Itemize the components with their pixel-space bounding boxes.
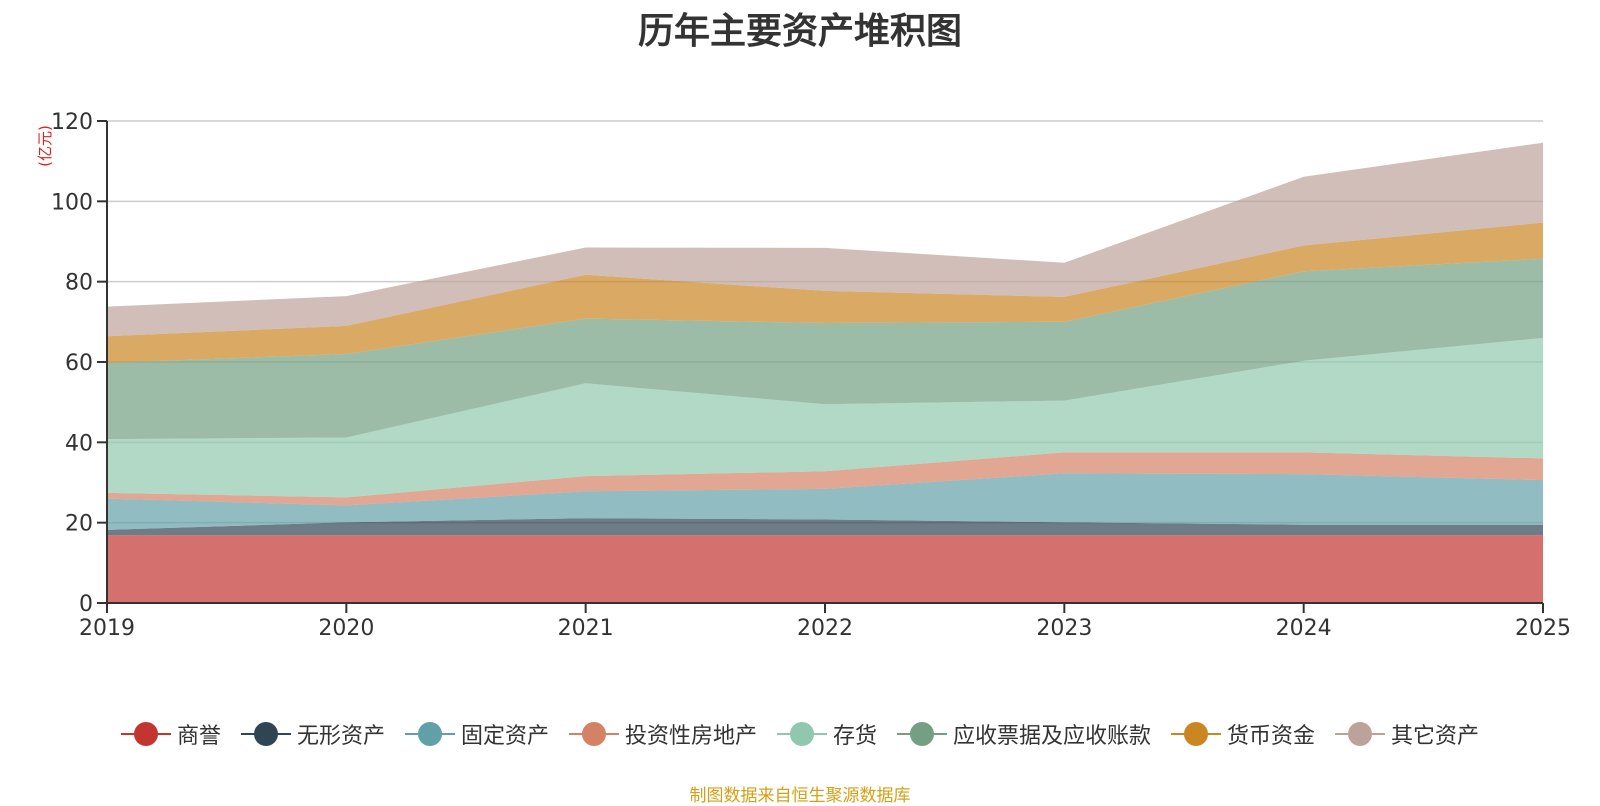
x-tick-label-2022: 2022 — [797, 616, 853, 641]
legend-item-4[interactable]: 存货 — [777, 718, 877, 750]
area-series-group — [107, 142, 1543, 603]
y-tick-label-100: 100 — [51, 190, 93, 215]
legend-marker-dot — [1184, 722, 1209, 746]
legend-item-3[interactable]: 投资性房地产 — [568, 718, 757, 750]
legend-marker-dot — [790, 722, 814, 746]
legend-item-2[interactable]: 固定资产 — [404, 718, 549, 750]
area-series-7 — [107, 142, 1543, 337]
legend-item-1[interactable]: 无形资产 — [240, 718, 385, 750]
x-tick-label-2021: 2021 — [558, 616, 614, 641]
legend: 商誉 无形资产 固定资产 投资性房地产 存货 应收票据及应收账款 货币资金 其它资产 — [0, 718, 1600, 750]
legend-marker-icon — [568, 722, 619, 746]
area-series-6 — [107, 222, 1543, 363]
legend-item-5[interactable]: 应收票据及应收账款 — [897, 718, 1151, 750]
legend-marker-icon — [777, 722, 827, 746]
legend-marker-icon — [1335, 722, 1386, 746]
source-note: 制图数据来自恒生聚源数据库 — [689, 786, 911, 806]
area-series-5 — [107, 258, 1543, 440]
legend-marker-dot — [253, 722, 278, 746]
legend-marker-icon — [897, 722, 948, 746]
area-series-2 — [107, 473, 1543, 530]
y-tick-label-20: 20 — [65, 512, 93, 537]
legend-label: 存货 — [833, 724, 878, 749]
x-tick-label-2019: 2019 — [79, 616, 135, 641]
area-series-4 — [107, 337, 1543, 498]
legend-marker-icon — [1171, 722, 1222, 746]
legend-label: 投资性房地产 — [624, 724, 757, 749]
legend-marker-dot — [581, 722, 606, 746]
legend-label: 应收票据及应收账款 — [953, 724, 1152, 749]
y-tick-label-120: 120 — [51, 110, 93, 135]
area-series-3 — [107, 452, 1543, 506]
y-axis-unit-label: (亿元) — [36, 125, 54, 167]
legend-marker-dot — [133, 722, 158, 746]
legend-label: 货币资金 — [1227, 724, 1316, 749]
legend-item-0[interactable]: 商誉 — [120, 718, 221, 750]
legend-marker-dot — [417, 722, 442, 746]
y-tick-label-80: 80 — [65, 271, 93, 296]
legend-marker-icon — [240, 722, 291, 746]
legend-marker-dot — [1348, 722, 1373, 746]
legend-label: 固定资产 — [460, 724, 549, 749]
legend-label: 无形资产 — [296, 724, 385, 749]
legend-item-7[interactable]: 其它资产 — [1335, 718, 1479, 750]
legend-marker-icon — [120, 722, 171, 746]
y-tick-label-0: 0 — [79, 592, 93, 617]
y-tick-label-60: 60 — [65, 351, 93, 376]
y-tick-label-40: 40 — [65, 431, 93, 456]
legend-marker-icon — [404, 722, 455, 746]
x-tick-label-2025: 2025 — [1515, 616, 1571, 641]
area-series-0 — [107, 535, 1543, 603]
axes: 0 20 40 60 80 100 120 2019 2020 2021 2022 2023 2024 2… — [51, 110, 1571, 641]
chart-title: 历年主要资产堆积图 — [637, 11, 962, 52]
legend-label: 商誉 — [176, 724, 221, 749]
legend-marker-dot — [910, 722, 935, 746]
legend-label: 其它资产 — [1391, 724, 1480, 749]
x-tick-label-2024: 2024 — [1276, 616, 1332, 641]
area-series-1 — [107, 518, 1543, 536]
x-tick-label-2023: 2023 — [1036, 616, 1092, 641]
x-tick-label-2020: 2020 — [318, 616, 374, 641]
legend-item-6[interactable]: 货币资金 — [1171, 718, 1315, 750]
